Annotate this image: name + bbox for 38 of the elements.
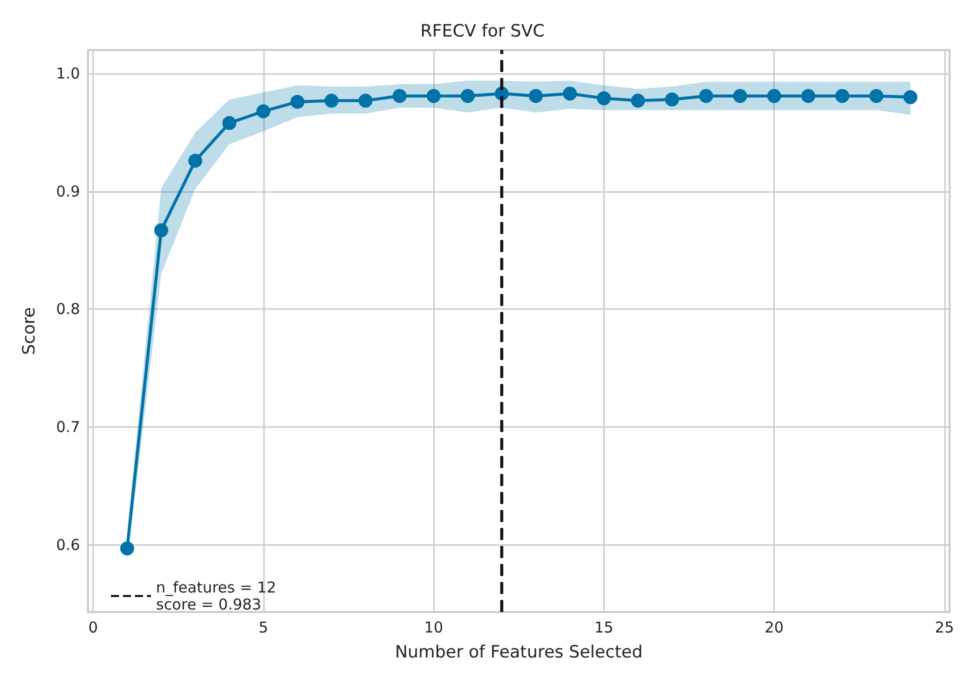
point [562, 86, 577, 101]
point [120, 541, 134, 556]
point [903, 90, 918, 104]
x-tick-label: 25 [934, 618, 954, 636]
point [596, 91, 611, 106]
point [188, 154, 202, 168]
point [767, 88, 782, 103]
y-tick-label: 0.9 [56, 182, 80, 200]
y-tick-label: 0.6 [56, 536, 80, 554]
point [256, 104, 270, 118]
y-tick-label: 0.7 [56, 418, 80, 436]
ref-line-label: n_features = 12 score = 0.983 [156, 578, 276, 614]
point [699, 88, 714, 103]
point [426, 88, 441, 103]
x-tick-label: 10 [424, 618, 444, 636]
x-tick-label: 20 [764, 618, 784, 636]
y-tick-label: 0.8 [56, 300, 80, 318]
point [801, 88, 816, 103]
point [222, 116, 236, 130]
point [290, 94, 304, 109]
point [324, 94, 338, 108]
point [358, 94, 373, 108]
point [733, 88, 748, 103]
point [392, 88, 407, 103]
y-tick-label: 1.0 [56, 64, 80, 83]
x-tick-label: 5 [258, 618, 268, 636]
point [154, 223, 168, 238]
x-tick-label: 0 [88, 618, 98, 636]
point [869, 88, 884, 103]
x-tick-label: 15 [594, 618, 614, 636]
x-axis-title: Number of Features Selected [394, 642, 643, 662]
point [460, 88, 475, 103]
point [630, 94, 645, 108]
chart-title: RFECV for SVC [420, 22, 545, 42]
point [528, 88, 543, 103]
point [665, 92, 680, 106]
point [835, 88, 850, 103]
y-axis-title: Score [20, 307, 40, 355]
